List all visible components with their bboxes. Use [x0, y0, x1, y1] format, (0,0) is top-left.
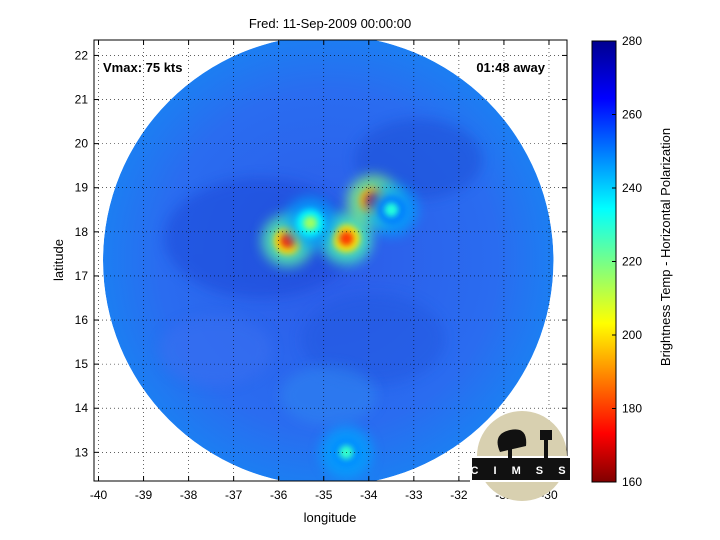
y-tick-label: 20 [75, 137, 89, 151]
colorbar-tick-label: 180 [622, 402, 642, 416]
plot-area [94, 40, 567, 481]
cimss-logo-text: C I M S S [470, 465, 571, 477]
colorbar-tick-label: 260 [622, 108, 642, 122]
axes-box [93, 39, 568, 482]
y-tick-label: 18 [75, 225, 89, 239]
x-tick-label: -36 [270, 488, 288, 502]
colorbar: 160 180 200 220 240 260 280 Brightness Temp - … [591, 34, 673, 489]
cold-feature-core [384, 202, 399, 217]
y-tick-label: 14 [75, 401, 89, 415]
y-tick-label: 19 [75, 181, 89, 195]
cold-feature-core [339, 231, 354, 246]
x-tick-label: -32 [450, 488, 468, 502]
y-tick-label: 22 [75, 48, 89, 62]
x-tick-label: -39 [135, 488, 153, 502]
colorbar-tick-label: 160 [622, 475, 642, 489]
time-away-annotation: 01:48 away [476, 60, 545, 75]
y-tick-label: 13 [75, 445, 89, 459]
cold-features [261, 174, 418, 479]
swath-band [301, 294, 446, 385]
y-axis: 13 14 15 16 17 18 19 20 21 22 [75, 48, 567, 459]
y-tick-label: 17 [75, 269, 89, 283]
x-tick-label: -35 [315, 488, 333, 502]
y-tick-label: 16 [75, 313, 89, 327]
x-tick-label: -33 [405, 488, 423, 502]
colorbar-tick-label: 200 [622, 328, 642, 342]
chart-title: Fred: 11-Sep-2009 00:00:00 [249, 16, 411, 31]
grid [94, 40, 567, 481]
y-tick-label: 21 [75, 93, 89, 107]
colorbar-ticks: 160 180 200 220 240 260 280 [612, 34, 642, 489]
colorbar-tick-label: 220 [622, 255, 642, 269]
swath-band [280, 365, 377, 426]
x-tick-label: -38 [180, 488, 198, 502]
x-tick-label: -40 [90, 488, 108, 502]
swath-band [159, 315, 272, 386]
x-tick-label: -37 [225, 488, 243, 502]
colorbar-tick-label: 280 [622, 34, 642, 48]
cold-feature-core [303, 216, 318, 231]
x-tick-label: -34 [360, 488, 378, 502]
x-axis: -40-39-38-37-36-35-34-33-32-31-30 [90, 40, 558, 502]
y-tick-label: 15 [75, 357, 89, 371]
cimss-logo: C I M S S [470, 411, 574, 501]
y-axis-label: latitude [51, 239, 66, 281]
colorbar-label: Brightness Temp - Horizontal Polarizatio… [658, 128, 673, 366]
swath [103, 40, 554, 481]
vmax-annotation: Vmax: 75 kts [103, 60, 183, 75]
colorbar-tick-label: 240 [622, 181, 642, 195]
x-axis-label: longitude [304, 510, 357, 525]
